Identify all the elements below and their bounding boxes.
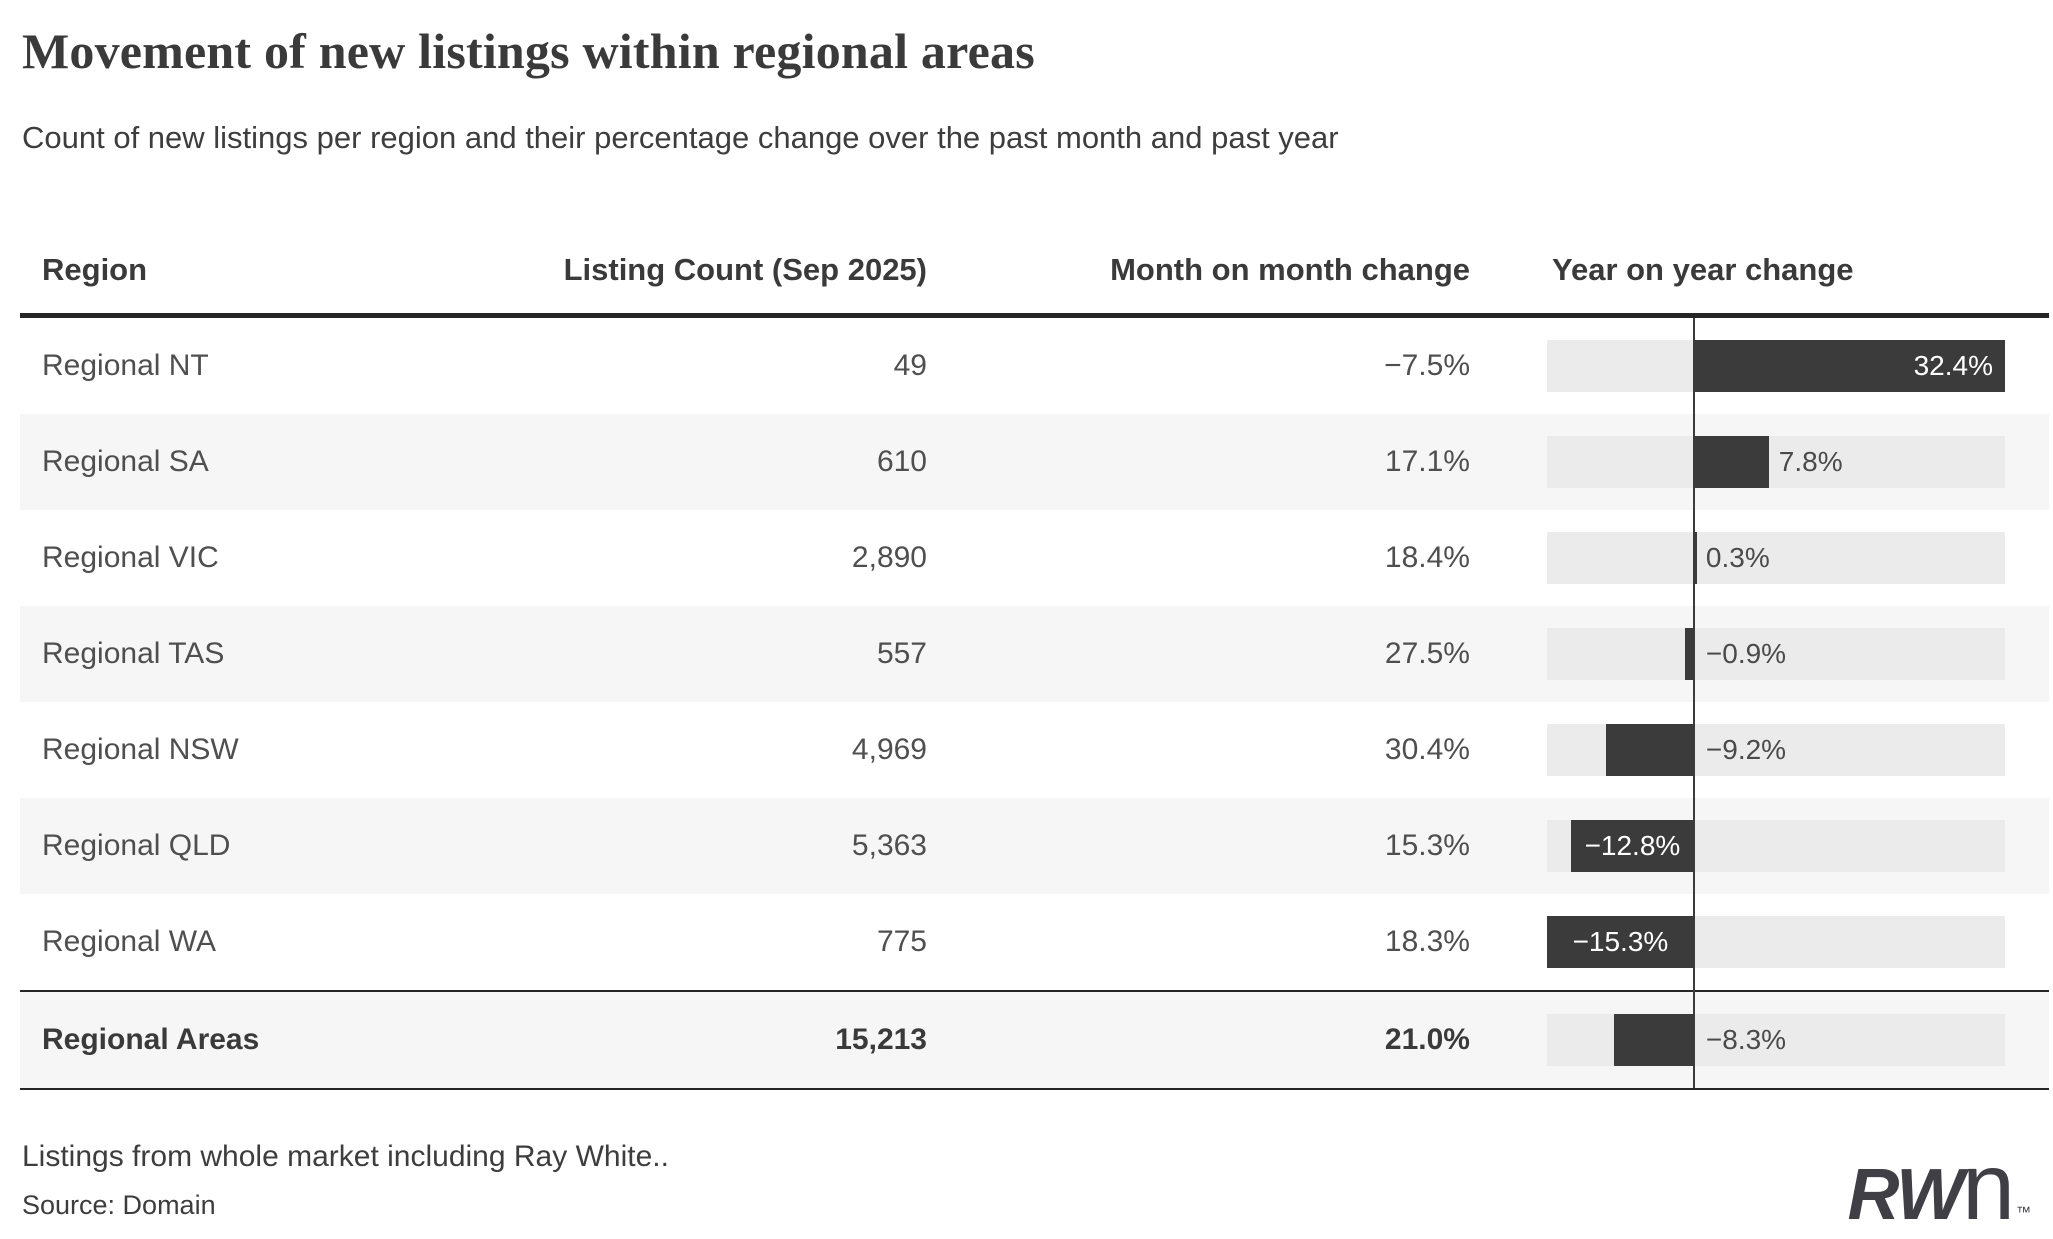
yoy-bar-track: 7.8% [1547, 436, 2005, 488]
region-cell: Regional NT [42, 349, 209, 382]
yoy-bar [1605, 724, 1694, 776]
table-header-row: Region Listing Count (Sep 2025) Month on… [20, 240, 2049, 300]
month-on-month-cell: 27.5% [1384, 637, 1470, 670]
yoy-bar-track: −8.3% [1547, 1014, 2005, 1066]
table-row: Regional WA 775 18.3% −15.3% [20, 894, 2049, 990]
month-on-month-cell: 30.4% [1384, 733, 1470, 766]
table-row: Regional TAS 557 27.5% −0.9% [20, 606, 2049, 702]
yoy-bar-track: −15.3% [1547, 916, 2005, 968]
yoy-bar [1693, 340, 2005, 392]
yoy-bar-label: −8.3% [1705, 1024, 1787, 1055]
source-credit: Source: Domain [22, 1190, 216, 1220]
column-header-region: Region [42, 252, 148, 287]
yoy-bar-label: 0.3% [1705, 542, 1770, 573]
yoy-bar [1693, 436, 1769, 488]
column-header-year-on-year: Year on year change [1552, 252, 1854, 287]
yoy-bar-track: 0.3% [1547, 532, 2005, 584]
month-on-month-cell: 15.3% [1384, 829, 1470, 862]
table-body: Regional NT 49 −7.5% 32.4% Regional SA 610 17.… [20, 318, 2049, 1090]
page-subtitle: Count of new listings per region and the… [22, 120, 1339, 155]
table-row: Regional NT 49 −7.5% 32.4% [20, 318, 2049, 414]
table-row: Regional NSW 4,969 30.4% −9.2% [20, 702, 2049, 798]
header-rule [20, 313, 2049, 318]
yoy-bar-label: −0.9% [1705, 638, 1787, 669]
column-header-month-on-month: Month on month change [1110, 252, 1470, 287]
table-row: Regional QLD 5,363 15.3% −12.8% [20, 798, 2049, 894]
yoy-bar-track: −12.8% [1547, 820, 2005, 872]
yoy-bar-label: 7.8% [1778, 446, 1843, 477]
listing-count-cell: 49 [893, 349, 927, 382]
listing-count-cell: 4,969 [851, 733, 927, 766]
yoy-bar [1571, 820, 1694, 872]
yoy-bar [1547, 916, 1694, 968]
yoy-bar-track: 32.4% [1547, 340, 2005, 392]
listing-count-cell: 610 [876, 445, 927, 478]
month-on-month-cell: 18.4% [1384, 541, 1470, 574]
yoy-bar-track: −9.2% [1547, 724, 2005, 776]
yoy-bar [1693, 532, 1697, 584]
table-row-total: Regional Areas 15,213 21.0% −8.3% [20, 990, 2049, 1090]
ray-white-now-logo: RW n ™ [1848, 1140, 2032, 1235]
logo-rw-text: RW [1847, 1155, 1965, 1235]
region-cell: Regional NSW [42, 733, 239, 766]
page-title: Movement of new listings within regional… [22, 23, 1035, 79]
trademark-symbol: ™ [2016, 1204, 2031, 1221]
region-cell: Regional TAS [42, 637, 225, 670]
column-header-listing-count: Listing Count (Sep 2025) [563, 252, 927, 287]
region-cell: Regional QLD [42, 829, 231, 862]
yoy-bar-track: −0.9% [1547, 628, 2005, 680]
table-row: Regional SA 610 17.1% 7.8% [20, 414, 2049, 510]
footnote: Listings from whole market including Ray… [22, 1140, 669, 1173]
listing-count-cell: 5,363 [851, 829, 927, 862]
yoy-bar [1685, 628, 1694, 680]
logo-n-text: n [1962, 1134, 2015, 1239]
yoy-bar-label: −9.2% [1705, 734, 1787, 765]
listing-count-cell: 775 [876, 925, 927, 958]
listing-count-cell: 15,213 [835, 1023, 927, 1056]
yoy-bar-label: 32.4% [1913, 350, 1993, 381]
region-cell: Regional VIC [42, 541, 219, 574]
month-on-month-cell: −7.5% [1384, 349, 1470, 382]
region-cell: Regional SA [42, 445, 209, 478]
zero-line [1692, 318, 1695, 1088]
month-on-month-cell: 17.1% [1384, 445, 1470, 478]
listing-count-cell: 2,890 [851, 541, 927, 574]
yoy-bar-label: −12.8% [1584, 830, 1681, 861]
yoy-bar-label: −15.3% [1572, 926, 1669, 957]
listing-count-cell: 557 [876, 637, 927, 670]
yoy-bar [1614, 1014, 1694, 1066]
table-row: Regional VIC 2,890 18.4% 0.3% [20, 510, 2049, 606]
region-cell: Regional Areas [42, 1023, 260, 1056]
month-on-month-cell: 18.3% [1384, 925, 1470, 958]
month-on-month-cell: 21.0% [1384, 1023, 1470, 1056]
region-cell: Regional WA [42, 925, 216, 958]
